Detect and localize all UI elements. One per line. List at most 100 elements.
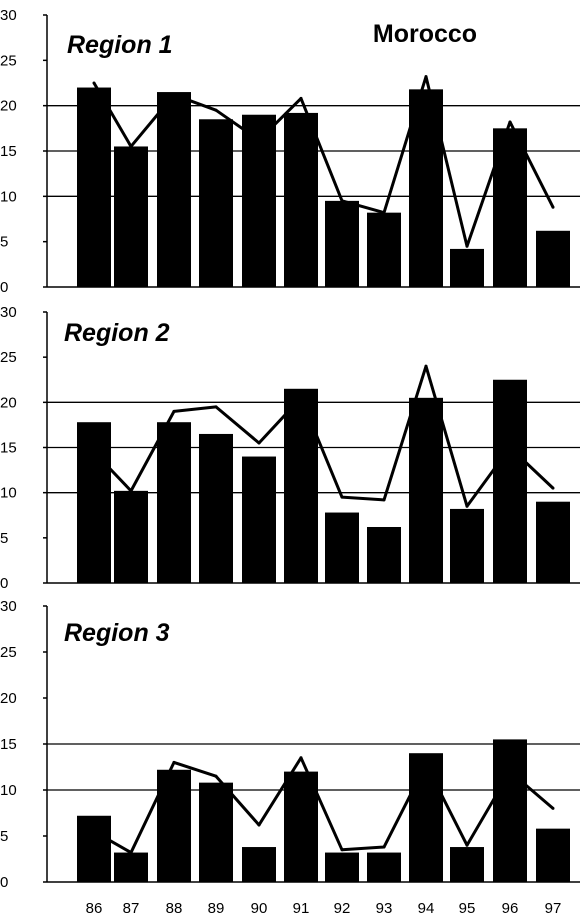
x-tick-label-97: 97 — [545, 900, 562, 917]
line-point-86 — [92, 81, 96, 85]
line-point-92 — [340, 495, 344, 499]
x-tick-label-93: 93 — [376, 900, 393, 917]
bar-96 — [493, 739, 527, 882]
panel-region-2: 0 5 10 15 20 25 30 Region 2 — [0, 304, 580, 592]
bar-89 — [199, 433, 233, 583]
x-tick-label-90: 90 — [251, 900, 268, 917]
line-point-88 — [172, 93, 176, 97]
y-tick-label: 30 — [0, 598, 17, 615]
y-tick-label: 15 — [0, 143, 17, 160]
y-tick-label: 10 — [0, 485, 17, 502]
bar-89 — [199, 119, 233, 288]
line-point-95 — [465, 843, 469, 847]
line-point-93 — [382, 211, 386, 215]
bar-87 — [114, 852, 148, 882]
line-point-87 — [129, 489, 133, 493]
bar-90 — [242, 114, 276, 287]
line-point-97 — [551, 486, 555, 490]
line-point-88 — [172, 409, 176, 413]
chart-panels: 0 5 10 15 20 25 30 Region 1 0 5 10 15 20 25 30 Region 2… — [0, 7, 580, 891]
x-tick-label-88: 88 — [166, 900, 183, 917]
line-point-89 — [214, 405, 218, 409]
x-tick-label-92: 92 — [334, 900, 351, 917]
line-point-90 — [257, 823, 261, 827]
y-tick-label: 30 — [0, 7, 17, 24]
y-tick-label: 0 — [0, 279, 8, 296]
line-point-94 — [424, 364, 428, 368]
y-tick-label: 0 — [0, 874, 8, 891]
bar-91 — [284, 771, 318, 882]
x-tick-label-86: 86 — [86, 900, 103, 917]
bar-92 — [325, 200, 359, 287]
bar-97 — [536, 501, 570, 583]
bar-88 — [157, 422, 191, 583]
bar-91 — [284, 112, 318, 287]
bar-91 — [284, 388, 318, 583]
line-point-95 — [465, 244, 469, 248]
bar-87 — [114, 146, 148, 287]
line-point-91 — [299, 396, 303, 400]
bar-95 — [450, 847, 484, 882]
y-tick-label: 10 — [0, 782, 17, 799]
x-tick-label-95: 95 — [459, 900, 476, 917]
y-tick-label: 15 — [0, 736, 17, 753]
line-point-95 — [465, 504, 469, 508]
line-point-91 — [299, 96, 303, 100]
y-tick-label: 5 — [0, 828, 8, 845]
y-tick-label: 10 — [0, 188, 17, 205]
x-tick-label-87: 87 — [123, 900, 140, 917]
line-point-86 — [92, 829, 96, 833]
line-point-86 — [92, 450, 96, 454]
bar-92 — [325, 512, 359, 583]
line-point-97 — [551, 205, 555, 209]
y-tick-label: 0 — [0, 575, 8, 592]
line-point-88 — [172, 760, 176, 764]
line-point-96 — [508, 770, 512, 774]
bar-93 — [367, 526, 401, 583]
trend-line — [92, 364, 555, 508]
panel-region-3: 0 5 10 15 20 25 30 Region 3 — [0, 598, 580, 891]
line-point-89 — [214, 108, 218, 112]
panel-region-1: 0 5 10 15 20 25 30 Region 1 — [0, 7, 580, 296]
bar-88 — [157, 92, 191, 287]
line-point-97 — [551, 806, 555, 810]
y-tick-label: 25 — [0, 644, 17, 661]
line-point-96 — [508, 120, 512, 124]
bar-86 — [77, 422, 111, 583]
trend-line — [93, 756, 554, 855]
line-point-92 — [340, 199, 344, 203]
bar-92 — [325, 852, 359, 882]
bar-95 — [450, 508, 484, 583]
trend-line — [92, 75, 555, 248]
x-tick-label-96: 96 — [502, 900, 519, 917]
line-point-93 — [382, 498, 386, 502]
y-tick-label: 20 — [0, 690, 17, 707]
line-point-89 — [214, 774, 218, 778]
y-tick-label: 20 — [0, 98, 17, 115]
line-point-94 — [424, 75, 428, 79]
line-point-96 — [508, 446, 512, 449]
bar-94 — [409, 397, 443, 583]
x-axis-labels: 86 87 88 89 90 91 92 93 94 95 96 97 — [86, 900, 562, 917]
bar-93 — [367, 212, 401, 287]
line-point-92 — [340, 848, 344, 852]
bar-90 — [242, 456, 276, 583]
bar-94 — [409, 753, 443, 882]
bar-89 — [199, 782, 233, 882]
bar-90 — [242, 847, 276, 882]
bar-95 — [450, 248, 484, 287]
y-tick-label: 5 — [0, 530, 8, 547]
y-tick-label: 30 — [0, 304, 17, 321]
line-point-94 — [424, 762, 428, 766]
y-tick-label: 15 — [0, 440, 17, 457]
y-tick-label: 20 — [0, 394, 17, 411]
bar-93 — [367, 852, 401, 882]
line-point-90 — [257, 138, 261, 142]
chart-main-title: Morocco — [373, 20, 477, 48]
bar-86 — [77, 815, 111, 882]
line-point-91 — [299, 756, 303, 760]
x-tick-label-94: 94 — [418, 900, 435, 917]
y-tick-label: 5 — [0, 234, 8, 251]
bar-96 — [493, 379, 527, 583]
